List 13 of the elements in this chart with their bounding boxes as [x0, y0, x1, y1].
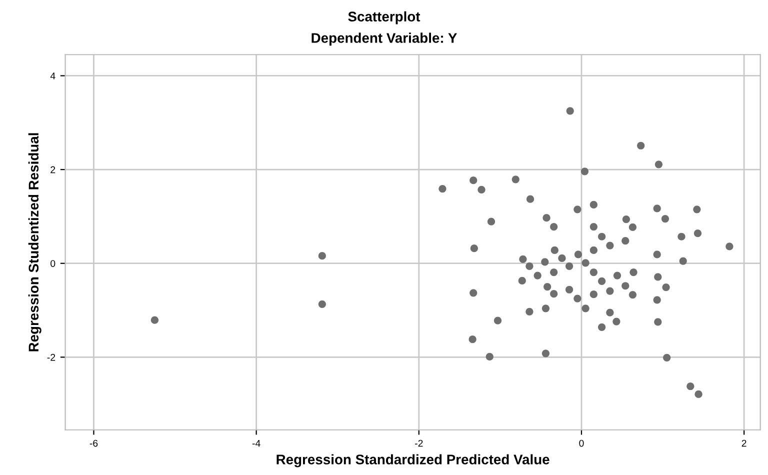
x-axis-title: Regression Standardized Predicted Value [276, 454, 550, 468]
y-tick-label: 0 [50, 260, 56, 267]
y-tick-label: 2 [50, 166, 56, 174]
y-tick-label: -2 [47, 354, 56, 361]
x-tick-label: -4 [252, 440, 260, 447]
chart-subtitle: Dependent Variable: Y [312, 32, 457, 46]
y-tick-label: 4 [50, 72, 56, 80]
chart-title: Scatterplot [348, 11, 420, 24]
x-tick-label: -2 [415, 440, 423, 447]
x-tick-label: -6 [90, 440, 98, 447]
x-tick-label: 0 [579, 440, 584, 447]
y-axis-title: Regression Studentized Residual [28, 133, 42, 352]
x-tick-label: 2 [742, 440, 746, 447]
